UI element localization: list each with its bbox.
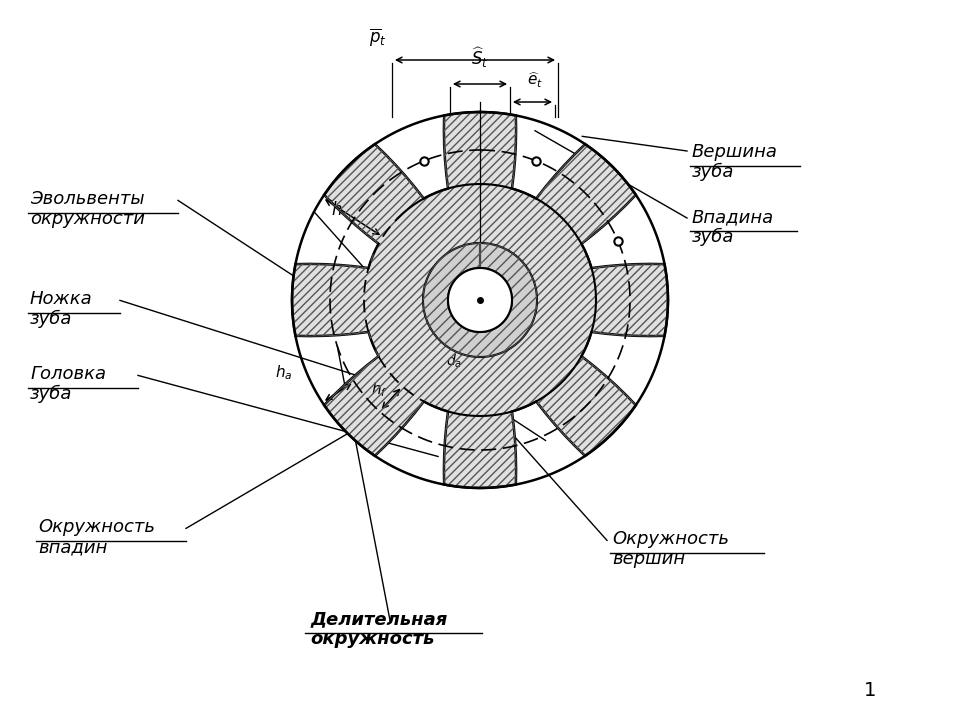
Text: $\widehat{S}_{t}$: $\widehat{S}_{t}$ <box>471 45 489 70</box>
Text: $h_{f}$: $h_{f}$ <box>371 380 388 399</box>
Text: Головка: Головка <box>30 365 106 383</box>
Text: окружность: окружность <box>310 630 434 648</box>
Text: зуба: зуба <box>30 385 72 403</box>
Text: Окружность: Окружность <box>612 530 729 548</box>
Text: Ножка: Ножка <box>30 290 92 308</box>
Text: Делительная: Делительная <box>310 610 447 628</box>
Text: $\overline{p}_{t}$: $\overline{p}_{t}$ <box>370 26 387 48</box>
Text: зуба: зуба <box>692 228 734 246</box>
Text: Вершина: Вершина <box>692 143 778 161</box>
Text: Впадина: Впадина <box>692 208 774 226</box>
Text: 1: 1 <box>864 680 876 700</box>
Polygon shape <box>423 243 537 357</box>
Text: Эвольвенты: Эвольвенты <box>30 190 145 208</box>
Text: $h_{a}$: $h_{a}$ <box>276 364 293 382</box>
Text: зуба: зуба <box>692 163 734 181</box>
Text: $h$: $h$ <box>331 201 343 219</box>
Text: зуба: зуба <box>30 310 72 328</box>
Polygon shape <box>448 268 512 332</box>
Text: вершин: вершин <box>612 550 685 568</box>
Text: $d_{f}$: $d_{f}$ <box>474 240 490 258</box>
Text: впадин: впадин <box>38 538 108 556</box>
Polygon shape <box>292 112 668 488</box>
Text: $d_{a}$: $d_{a}$ <box>446 353 463 371</box>
Text: $\widehat{e}_{t}$: $\widehat{e}_{t}$ <box>527 71 543 90</box>
Text: окружности: окружности <box>30 210 145 228</box>
Text: Окружность: Окружность <box>38 518 155 536</box>
